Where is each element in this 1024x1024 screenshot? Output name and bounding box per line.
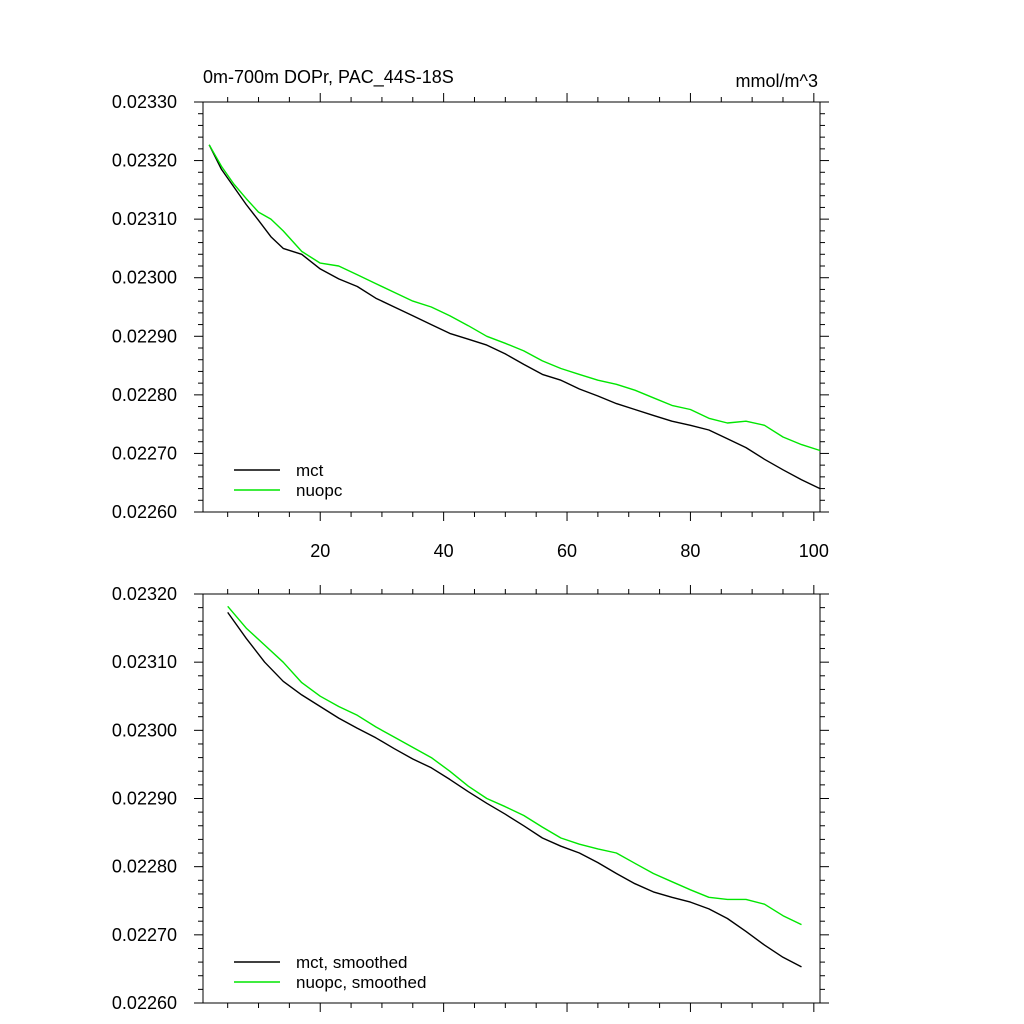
- x-tick-label: 40: [434, 541, 454, 561]
- chart-title: 0m-700m DOPr, PAC_44S-18S: [203, 67, 454, 88]
- y-tick-label: 0.02300: [112, 720, 177, 740]
- series-line-mct: [208, 144, 821, 490]
- y-tick-label: 0.02260: [112, 502, 177, 522]
- legend-label: mct, smoothed: [296, 953, 408, 972]
- y-tick-label: 0.02320: [112, 584, 177, 604]
- x-tick-label: 80: [680, 541, 700, 561]
- x-tick-label: 60: [557, 541, 577, 561]
- series-line-mct: [227, 611, 802, 968]
- y-tick-label: 0.02300: [112, 268, 177, 288]
- y-tick-label: 0.02330: [112, 92, 177, 112]
- legend-label: mct: [296, 461, 324, 480]
- y-tick-label: 0.02270: [112, 443, 177, 463]
- y-tick-label: 0.02280: [112, 385, 177, 405]
- series-line-nuopc: [208, 144, 821, 452]
- y-tick-label: 0.02310: [112, 652, 177, 672]
- plot-frame: [202, 101, 821, 513]
- legend-label: nuopc: [296, 481, 343, 500]
- y-tick-label: 0.02290: [112, 326, 177, 346]
- legend-label: nuopc, smoothed: [296, 973, 426, 992]
- y-tick-label: 0.02280: [112, 857, 177, 877]
- y-tick-label: 0.02310: [112, 209, 177, 229]
- y-tick-label: 0.02270: [112, 925, 177, 945]
- x-tick-label: 20: [310, 541, 330, 561]
- x-tick-label: 100: [799, 541, 829, 561]
- y-tick-label: 0.02260: [112, 993, 177, 1013]
- units-label: mmol/m^3: [736, 71, 818, 91]
- y-tick-label: 0.02320: [112, 151, 177, 171]
- series-line-nuopc: [227, 605, 802, 926]
- y-tick-label: 0.02290: [112, 789, 177, 809]
- panel-bottom: 0.02260 0.02270 0.02280 0.02290 0.02300 0.023…: [112, 584, 829, 1013]
- panel-top: 0m-700m DOPr, PAC_44S-18S mmol/m^3 0.022…: [112, 67, 829, 561]
- plot-frame: [202, 593, 821, 1004]
